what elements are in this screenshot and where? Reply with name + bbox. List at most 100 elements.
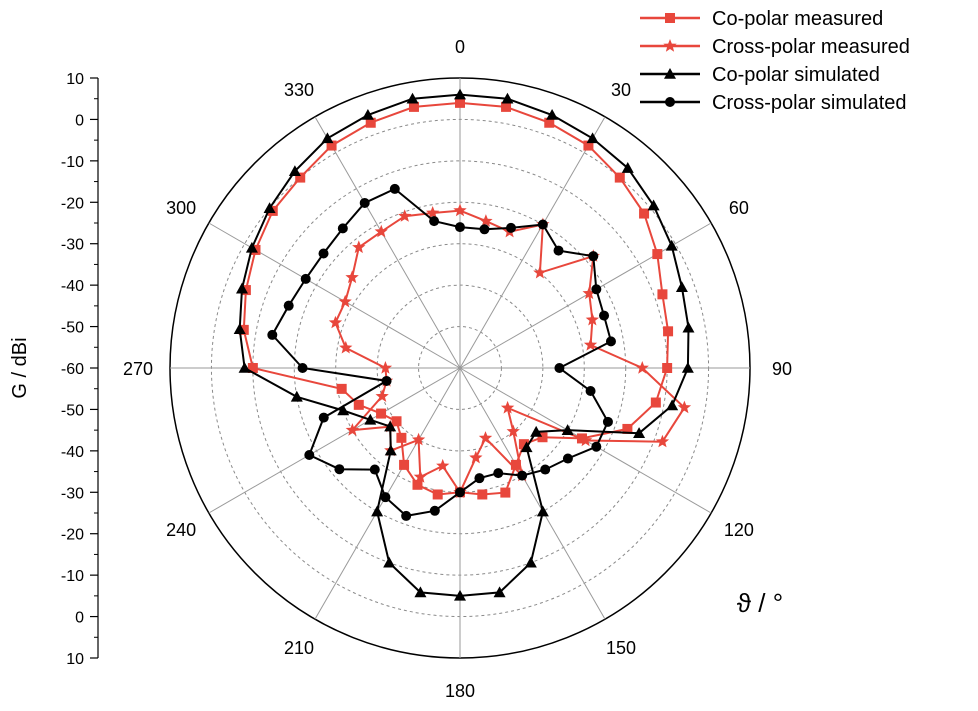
marker-circle [429, 505, 440, 516]
marker-square [412, 479, 423, 490]
marker-circle [591, 441, 602, 452]
angle-tick-label: 60 [729, 198, 749, 218]
marker-star [583, 338, 598, 351]
marker-triangle [621, 162, 634, 173]
marker-circle [554, 363, 565, 373]
marker-circle [605, 336, 616, 347]
marker-square [399, 459, 410, 470]
marker-square [662, 363, 673, 373]
marker-square [622, 423, 633, 434]
marker-triangle [321, 132, 334, 144]
marker-triangle [561, 424, 574, 435]
marker-star [469, 450, 483, 464]
legend-label: Cross-polar measured [712, 36, 910, 58]
radial-tick-label: -40 [61, 278, 84, 295]
marker-square [518, 439, 529, 450]
legend-item: Cross-polar simulated [640, 92, 907, 114]
marker-circle [588, 251, 599, 262]
angle-tick-label: 240 [166, 520, 196, 540]
radial-tick-label: 0 [75, 112, 84, 129]
radial-tick-label: -30 [61, 237, 84, 254]
marker-circle [267, 329, 278, 340]
marker-circle [283, 300, 294, 311]
radial-tick-label: -20 [61, 195, 84, 212]
marker-triangle [384, 420, 397, 432]
marker-circle [389, 183, 400, 194]
marker-square [391, 416, 402, 427]
angle-tick-label: 180 [445, 681, 475, 701]
marker-circle [506, 222, 517, 233]
marker-star [338, 294, 352, 308]
series-line [242, 101, 670, 496]
marker-triangle [288, 165, 301, 177]
grid-spoke [314, 116, 461, 369]
marker-triangle [414, 586, 427, 598]
marker-star [453, 203, 467, 217]
series-co-polar-measured [238, 97, 674, 500]
marker-star [506, 424, 520, 438]
radial-tick-label: 10 [66, 71, 84, 88]
marker-star [352, 240, 366, 254]
marker-triangle [263, 202, 276, 214]
legend: Co-polar measured Cross-polar measured Co-… [640, 8, 910, 114]
marker-triangle [524, 556, 537, 568]
marker-triangle [682, 321, 695, 333]
marker-circle [334, 464, 345, 475]
marker-triangle [245, 241, 258, 253]
marker-triangle [633, 427, 646, 438]
marker-star [478, 431, 493, 444]
marker-square [477, 489, 488, 500]
radial-tick-label: -10 [61, 568, 84, 585]
marker-circle [429, 216, 440, 227]
grid-spoke [208, 367, 461, 514]
radial-tick-label: -50 [61, 402, 84, 419]
marker-square [455, 97, 465, 108]
marker-star [533, 265, 547, 279]
marker-circle [553, 245, 564, 256]
marker-triangle [546, 108, 559, 120]
marker-star [677, 400, 692, 414]
marker-star [655, 434, 670, 448]
marker-square [614, 172, 625, 183]
legend-item: Co-polar simulated [640, 64, 880, 86]
angle-tick-label: 300 [166, 198, 196, 218]
marker-square [510, 459, 521, 470]
marker-star [479, 214, 493, 227]
marker-triangle [233, 323, 246, 334]
angle-tick-label: 270 [123, 359, 153, 379]
marker-circle [540, 464, 551, 475]
marker-triangle [647, 199, 660, 211]
marker-star [339, 340, 353, 354]
legend-label: Co-polar simulated [712, 64, 880, 86]
radial-tick-label: -10 [61, 154, 84, 171]
angle-tick-label: 30 [611, 80, 631, 100]
marker-star [378, 361, 393, 374]
marker-square [663, 326, 674, 337]
marker-triangle [364, 413, 377, 425]
radial-tick-label: -20 [61, 527, 84, 544]
marker-triangle [454, 88, 466, 100]
marker-circle [401, 510, 412, 521]
marker-square [247, 363, 258, 373]
marker-circle [297, 363, 308, 373]
marker-triangle [493, 586, 506, 598]
marker-star [375, 389, 389, 402]
marker-circle [602, 416, 613, 427]
legend-item: Cross-polar measured [640, 36, 910, 58]
marker-triangle [666, 399, 679, 411]
marker-triangle [361, 108, 374, 120]
radial-axis: -60 -50 -40 -30 -20 -10 0 10 -50 -40 -30 -20 -10 0 10 [61, 71, 99, 668]
marker-square [639, 208, 650, 219]
marker-square [326, 140, 337, 151]
marker-square [500, 487, 511, 498]
marker-star [345, 423, 359, 436]
series-cross-polar-simulated [267, 183, 616, 521]
marker-star [582, 286, 596, 300]
marker-triangle [384, 444, 397, 456]
marker-circle [562, 453, 573, 464]
marker-circle [369, 464, 380, 475]
x-axis-label: ϑ / ° [737, 588, 783, 618]
marker-triangle [536, 505, 549, 517]
